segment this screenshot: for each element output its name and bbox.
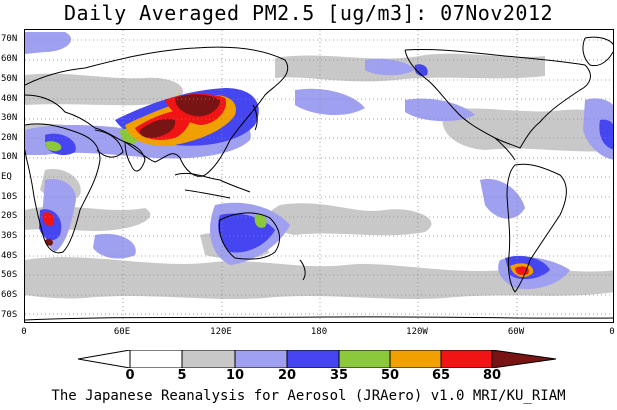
lon-label-60e: 60E xyxy=(113,327,131,337)
lat-label-30s: 30S xyxy=(1,231,18,241)
lat-label-50s: 50S xyxy=(1,270,18,280)
lat-label-30n: 30N xyxy=(1,113,18,123)
lat-label-70n: 70N xyxy=(1,34,18,44)
colorbar-label-5: 5 xyxy=(177,368,187,383)
lon-label-120w: 120W xyxy=(406,327,428,337)
colorbar-swatch-above-80 xyxy=(491,350,557,368)
pm25-map-canvas xyxy=(25,30,613,322)
colorbar-label-20: 20 xyxy=(277,368,297,383)
lat-label-40s: 40S xyxy=(1,251,18,261)
colorbar-swatch-20-35 xyxy=(286,350,340,368)
map-title: Daily Averaged PM2.5 [ug/m3]: 07Nov2012 xyxy=(63,1,554,25)
colorbar-label-0: 0 xyxy=(125,368,135,383)
pm25-level-80-plus xyxy=(44,94,220,246)
footer-credit: The Japanese Reanalysis for Aerosol (JRA… xyxy=(51,388,566,404)
colorbar-swatch-5-10 xyxy=(181,350,236,368)
lon-label-0: 0 xyxy=(21,327,27,337)
graticule xyxy=(25,30,613,322)
lat-label-10s: 10S xyxy=(1,192,18,202)
colorbar-label-65: 65 xyxy=(431,368,451,383)
colorbar-swatch-35-50 xyxy=(338,350,391,368)
lon-label-60w: 60W xyxy=(507,327,525,337)
pm25-map xyxy=(24,29,614,323)
lat-label-50n: 50N xyxy=(1,74,18,84)
lat-label-60s: 60S xyxy=(1,290,18,300)
lon-label-120e: 120E xyxy=(210,327,232,337)
coastlines xyxy=(25,36,613,321)
lon-label-0-end: 0 xyxy=(609,327,615,337)
lat-label-60n: 60N xyxy=(1,54,18,64)
colorbar-label-50: 50 xyxy=(380,368,400,383)
lat-label-20s: 20S xyxy=(1,211,18,221)
colorbar-label-10: 10 xyxy=(225,368,245,383)
lat-label-20n: 20N xyxy=(1,133,18,143)
colorbar-swatch-below-0 xyxy=(78,350,131,368)
colorbar-swatch-50-65 xyxy=(389,350,442,368)
colorbar-swatch-10-20 xyxy=(234,350,288,368)
colorbar-swatch-65-80 xyxy=(440,350,493,368)
colorbar-label-80: 80 xyxy=(482,368,502,383)
colorbar xyxy=(78,350,557,368)
lat-label-eq: EQ xyxy=(1,172,12,182)
lat-label-10n: 10N xyxy=(1,152,18,162)
lon-label-180: 180 xyxy=(310,327,328,337)
colorbar-swatch-0-5 xyxy=(129,350,183,368)
lat-label-40n: 40N xyxy=(1,94,18,104)
colorbar-label-35: 35 xyxy=(329,368,349,383)
lat-label-70s: 70S xyxy=(1,310,18,320)
